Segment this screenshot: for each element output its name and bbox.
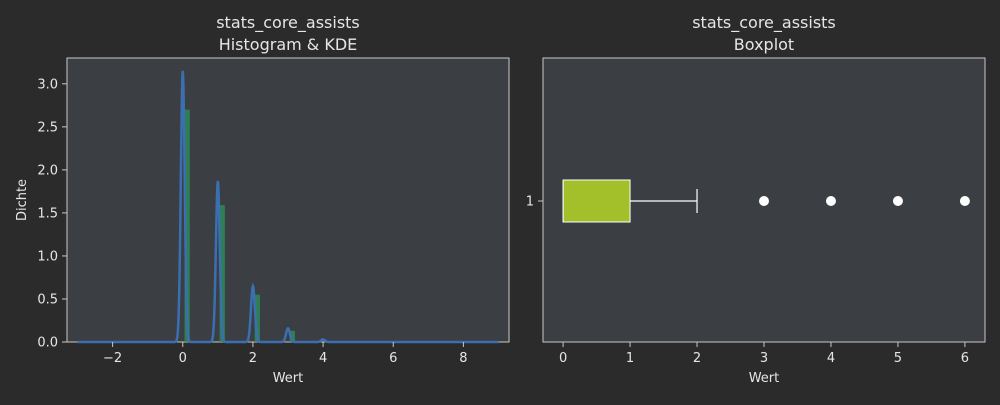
boxplot-x-ticks: 0 1 2 3 4 5 6 bbox=[559, 342, 969, 366]
histogram-bar bbox=[254, 294, 260, 342]
histogram-x-ticks: −2 0 2 4 6 8 bbox=[103, 342, 468, 366]
histogram-y-tick-label: 0.5 bbox=[37, 292, 58, 307]
boxplot-x-tick-label: 2 bbox=[693, 351, 701, 366]
histogram-y-tick-label: 2.5 bbox=[37, 120, 58, 135]
boxplot-elements bbox=[562, 179, 970, 223]
histogram-bar bbox=[184, 109, 190, 343]
histogram-bar bbox=[289, 330, 296, 342]
boxplot-outlier bbox=[825, 196, 836, 206]
boxplot-x-tick-label: 0 bbox=[559, 351, 567, 366]
histogram-title: stats_core_assists bbox=[216, 13, 360, 33]
histogram-y-tick-label: 1.0 bbox=[37, 249, 58, 264]
boxplot-panel: stats_core_assists Boxplot 0 1 2 3 4 5 6 1 Wer… bbox=[526, 13, 986, 386]
boxplot-outlier bbox=[759, 196, 769, 206]
boxplot-outlier bbox=[892, 196, 903, 206]
boxplot-y-ticks: 1 bbox=[526, 195, 543, 210]
histogram-y-tick-label: 1.5 bbox=[37, 206, 58, 221]
histogram-y-tick-label: 2.0 bbox=[37, 163, 58, 178]
boxplot-subtitle: Boxplot bbox=[734, 35, 794, 54]
boxplot-outlier bbox=[959, 196, 970, 206]
histogram-y-tick-label: 0.0 bbox=[37, 336, 58, 351]
boxplot-x-tick-label: 1 bbox=[626, 351, 634, 366]
boxplot-box bbox=[562, 179, 631, 223]
histogram-bar bbox=[219, 205, 225, 342]
histogram-x-label: Wert bbox=[273, 371, 304, 386]
histogram-x-tick-label: 2 bbox=[249, 351, 257, 366]
histogram-y-ticks: 0.0 0.5 1.0 1.5 2.0 2.5 3.0 bbox=[37, 77, 67, 351]
boxplot-title: stats_core_assists bbox=[692, 13, 836, 33]
histogram-y-label: Dichte bbox=[15, 179, 30, 221]
histogram-x-tick-label: −2 bbox=[103, 351, 122, 366]
boxplot-y-tick-label: 1 bbox=[526, 195, 534, 210]
histogram-x-tick-label: 4 bbox=[319, 351, 327, 366]
histogram-panel: stats_core_assists Histogram & KDE −2 0 2 4… bbox=[15, 13, 510, 386]
boxplot-x-tick-label: 4 bbox=[827, 351, 835, 366]
histogram-x-tick-label: 6 bbox=[389, 351, 397, 366]
kde-line bbox=[77, 70, 499, 344]
histogram-x-tick-label: 8 bbox=[459, 351, 467, 366]
histogram-x-tick-label: 0 bbox=[179, 351, 187, 366]
boxplot-x-tick-label: 6 bbox=[961, 351, 969, 366]
histogram-subtitle: Histogram & KDE bbox=[219, 35, 358, 54]
histogram-y-tick-label: 3.0 bbox=[37, 77, 58, 92]
boxplot-x-tick-label: 3 bbox=[760, 351, 768, 366]
boxplot-x-label: Wert bbox=[749, 371, 780, 386]
histogram-plot-area bbox=[66, 57, 510, 343]
boxplot-x-tick-label: 5 bbox=[894, 351, 902, 366]
